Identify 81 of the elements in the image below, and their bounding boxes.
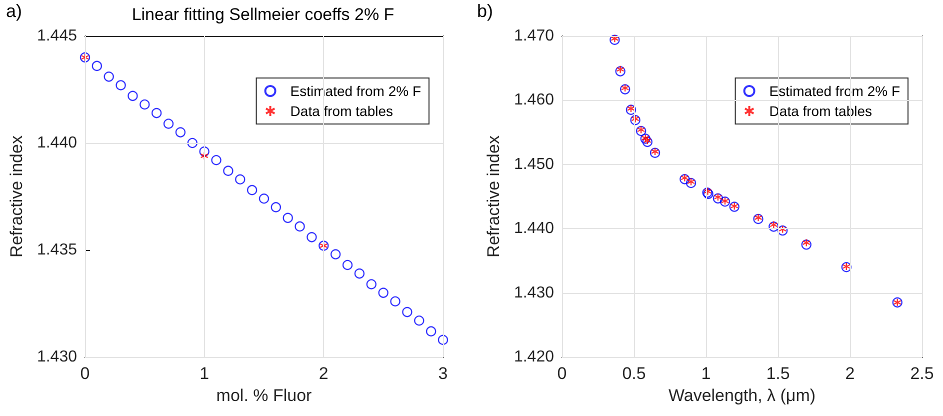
point: [342, 260, 353, 270]
point: [753, 214, 764, 224]
x-axis-title: Wavelength, λ (μm): [668, 386, 816, 405]
point: [294, 221, 305, 232]
point: [175, 127, 186, 138]
x-tick-label: 0.5: [622, 364, 646, 383]
y-axis-title: Refractive index: [484, 135, 503, 258]
point: [712, 193, 724, 204]
point: [282, 212, 293, 223]
point: [92, 60, 102, 72]
point: [306, 232, 317, 242]
point: [426, 326, 436, 336]
point: [354, 268, 365, 279]
text: a): [6, 1, 22, 21]
point: [366, 279, 376, 290]
point: [778, 225, 787, 234]
point: [187, 138, 198, 148]
point: [116, 80, 126, 90]
chart-title: Linear fitting Sellmeier coeffs 2% F: [132, 5, 394, 24]
point: [199, 146, 210, 157]
point: [235, 174, 246, 184]
y-axis-title: Refractive index: [7, 135, 26, 258]
text: b): [477, 1, 494, 21]
point: [330, 249, 341, 260]
legend-label: Data from tables: [290, 103, 394, 119]
point: [211, 155, 222, 166]
legend-label: Data from tables: [769, 103, 872, 119]
point: [378, 288, 388, 298]
point: [770, 220, 778, 229]
point: [258, 194, 270, 204]
point: [642, 136, 652, 148]
point: [754, 214, 762, 222]
y-tick-label: 1.460: [514, 92, 554, 109]
x-tick-label: 3: [438, 364, 448, 383]
point: [636, 126, 646, 134]
x-tick-label: 2: [845, 364, 855, 383]
point: [438, 334, 448, 345]
point: [246, 184, 258, 196]
legend-label: Estimated from 2% F: [290, 83, 421, 99]
point: [778, 225, 788, 236]
x-tick-label: 0: [80, 364, 90, 383]
y-tick-label: 1.440: [36, 134, 78, 152]
point: [631, 114, 640, 123]
point: [615, 66, 626, 76]
point: [390, 296, 400, 306]
y-tick-label: 1.420: [514, 348, 554, 366]
x-tick-label: 1: [701, 364, 711, 383]
x-tick-label: 2.5: [910, 364, 934, 383]
point: [768, 222, 779, 232]
y-tick-label: 1.445: [36, 28, 78, 44]
point: [223, 166, 234, 176]
point: [636, 126, 646, 136]
point: [402, 306, 412, 318]
x-tick-label: 0: [557, 364, 567, 383]
point: [680, 174, 689, 182]
point: [200, 152, 208, 160]
y-tick-label: 1.435: [36, 242, 78, 258]
point: [801, 240, 812, 250]
point: [163, 118, 174, 129]
point: [152, 108, 162, 118]
point: [140, 99, 150, 110]
x-tick-label: 1.5: [766, 364, 790, 383]
y-tick-label: 1.430: [514, 284, 554, 302]
point: [616, 65, 624, 74]
point: [128, 90, 138, 102]
point: [680, 174, 690, 184]
point: [104, 72, 114, 82]
y-tick-label: 1.470: [514, 28, 554, 44]
point: [630, 115, 640, 126]
y-tick-label: 1.430: [36, 348, 78, 366]
x-axis-title: mol. % Fluor: [216, 386, 312, 405]
point: [686, 178, 696, 186]
point: [704, 187, 712, 196]
x-tick-label: 2: [318, 364, 328, 383]
y-tick-label: 1.450: [514, 156, 554, 173]
x-tick-label: 1: [200, 364, 210, 383]
point: [802, 238, 810, 247]
point: [270, 202, 282, 212]
y-tick-label: 1.440: [514, 220, 554, 238]
point: [686, 178, 696, 188]
point: [414, 316, 424, 326]
